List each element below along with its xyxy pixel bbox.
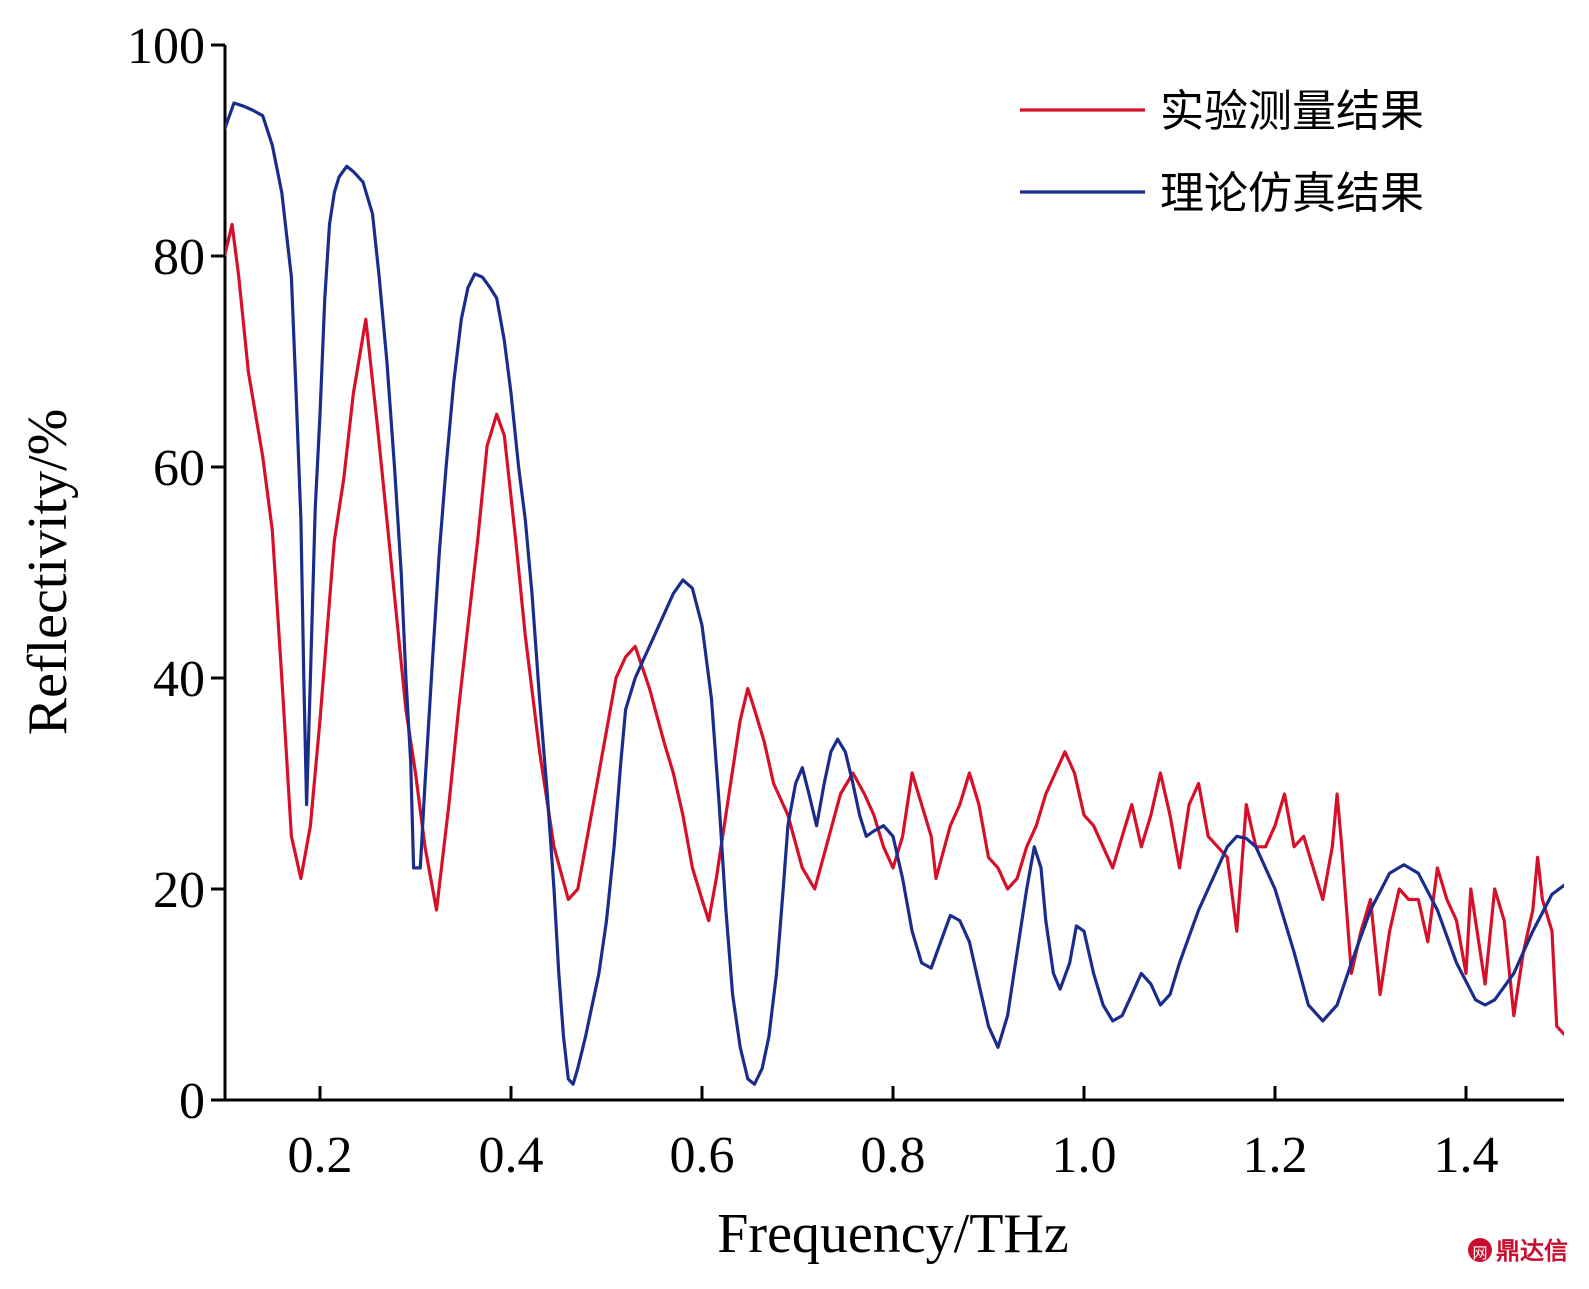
y-tick-label: 100 (127, 18, 205, 75)
y-tick-label: 0 (179, 1073, 205, 1130)
watermark-badge (1468, 1238, 1492, 1262)
x-tick-label: 0.4 (479, 1127, 544, 1184)
axes: 0 20 40 60 80 100 0.2 0.4 0.6 0.8 1.0 1.2 1.4 Frequen… (17, 18, 1564, 1265)
series-layer (225, 101, 1564, 1086)
x-tick-label: 1.2 (1243, 1127, 1308, 1184)
y-tick-label: 60 (153, 440, 205, 497)
series-line-0 (225, 222, 1564, 1037)
x-tick-label: 0.8 (861, 1127, 926, 1184)
watermark-badge-glyph: 网 (1472, 1244, 1487, 1262)
y-tick-label: 80 (153, 229, 205, 286)
x-tick-label: 0.6 (670, 1127, 735, 1184)
legend-label-1: 理论仿真结果 (1160, 168, 1424, 219)
legend-label-0: 实验测量结果 (1160, 86, 1424, 137)
x-tick-label: 1.0 (1052, 1127, 1117, 1184)
x-tick-label: 1.4 (1434, 1127, 1499, 1184)
x-axis-title: Frequency/THz (717, 1203, 1068, 1265)
y-axis-title: Reflectivity/% (17, 409, 79, 736)
y-tick-label: 40 (153, 651, 205, 708)
watermark: 网鼎达信 (1468, 1237, 1568, 1265)
y-tick-label: 20 (153, 862, 205, 919)
x-tick-label: 0.2 (288, 1127, 353, 1184)
series-line-1 (225, 101, 1564, 1086)
watermark-text: 鼎达信 (1496, 1237, 1568, 1265)
